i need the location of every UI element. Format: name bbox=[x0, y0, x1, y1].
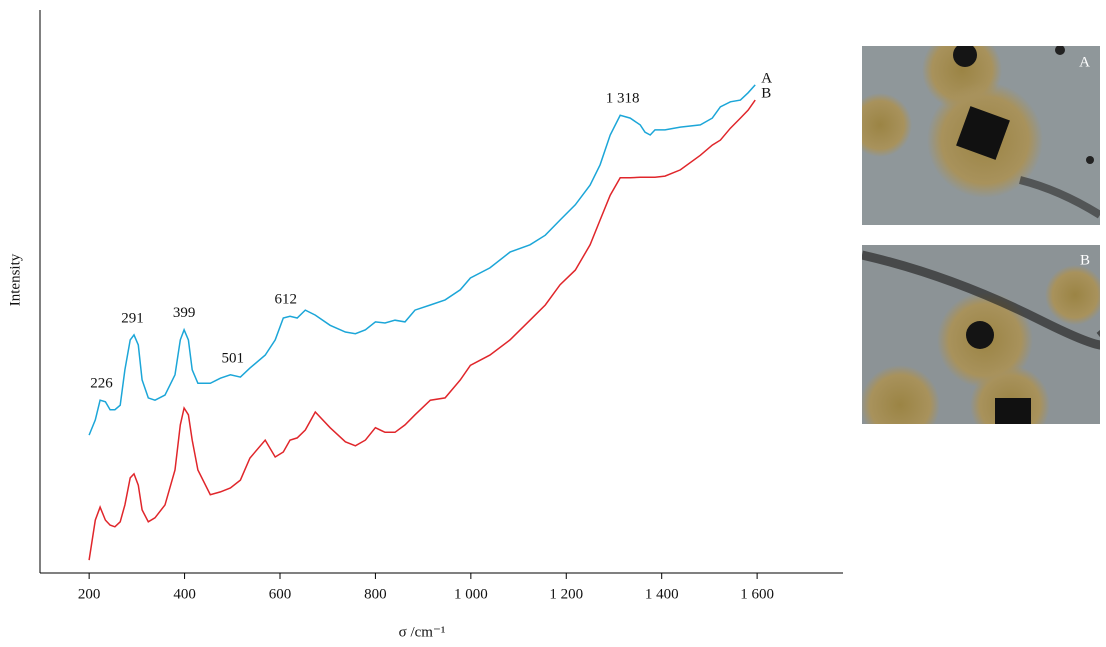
image-label: A bbox=[1079, 54, 1090, 70]
x-tick-label: 800 bbox=[364, 586, 387, 602]
image-label: B bbox=[1080, 252, 1090, 268]
x-tick-label: 600 bbox=[269, 586, 292, 602]
series-line bbox=[89, 100, 755, 560]
micrograph-a bbox=[848, 30, 1100, 225]
x-tick-label: 1 400 bbox=[645, 586, 679, 602]
series-line bbox=[89, 85, 755, 435]
peak-label: 291 bbox=[121, 310, 144, 326]
x-tick-label: 1 200 bbox=[549, 586, 583, 602]
peak-label: 1 318 bbox=[606, 91, 640, 107]
chart: Intensity σ /cm⁻¹ A B 200 400 600 800 1 000 1… bbox=[0, 0, 1106, 647]
y-axis-label: Intensity bbox=[7, 253, 23, 306]
peak-label: 612 bbox=[274, 292, 297, 308]
x-tick-label: 200 bbox=[78, 586, 101, 602]
x-tick-label: 1 600 bbox=[740, 586, 774, 602]
series-label: A bbox=[761, 70, 772, 86]
x-tick-label: 400 bbox=[173, 586, 196, 602]
peak-label: 226 bbox=[90, 376, 113, 392]
micrograph-b bbox=[860, 245, 1106, 445]
peak-label: 501 bbox=[222, 350, 245, 366]
peak-label: 399 bbox=[173, 305, 196, 321]
x-axis-label: σ /cm⁻¹ bbox=[399, 624, 446, 640]
x-tick-label: 1 000 bbox=[454, 586, 488, 602]
series-label: B bbox=[761, 86, 771, 102]
